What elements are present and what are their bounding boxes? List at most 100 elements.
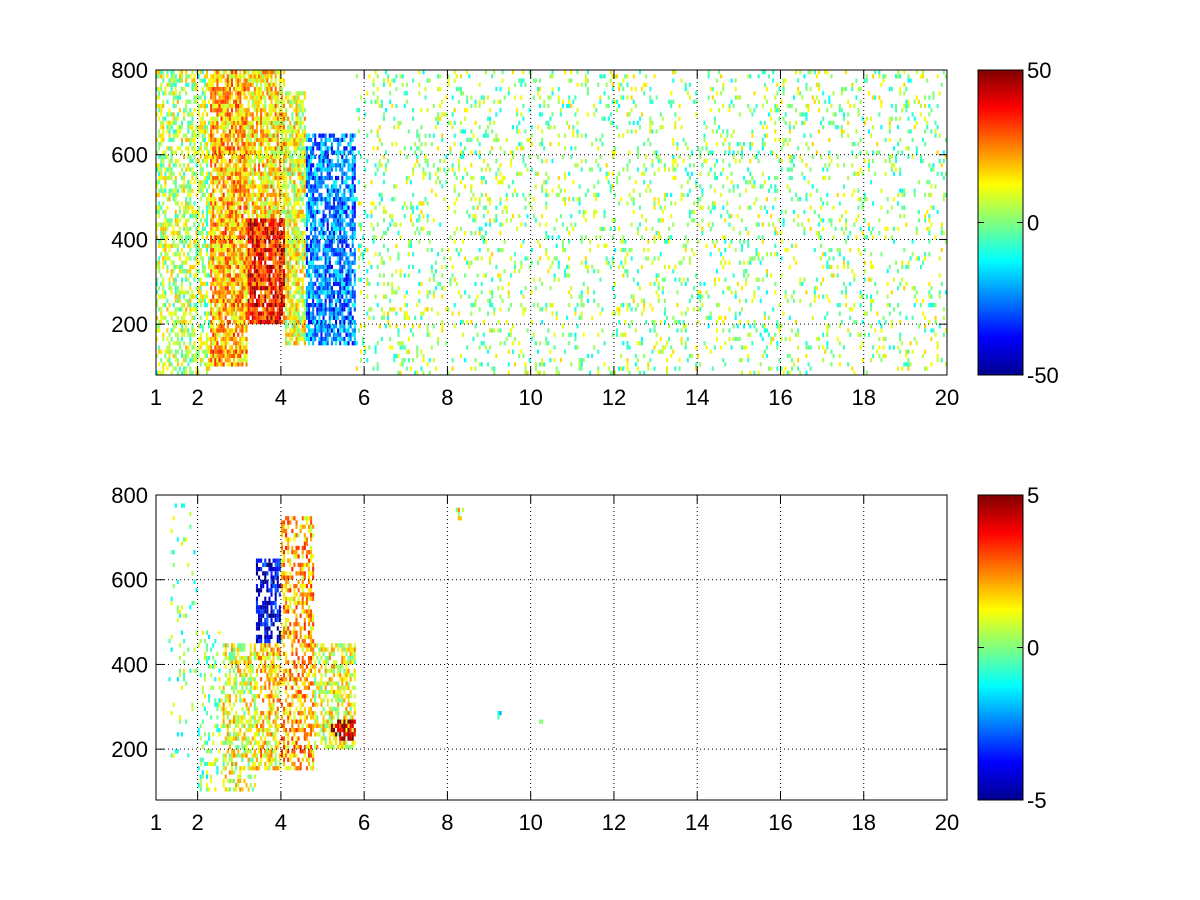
heatmap-cell	[326, 150, 329, 155]
heatmap-cell	[295, 120, 298, 126]
heatmap-cell	[264, 277, 267, 282]
heatmap-cell	[220, 319, 223, 325]
heatmap-cell	[230, 91, 234, 96]
heatmap-cell	[210, 205, 213, 210]
heatmap-cell	[262, 103, 265, 109]
heatmap-cell	[285, 273, 288, 278]
heatmap-cell	[426, 362, 429, 367]
heatmap-cell	[241, 269, 244, 274]
heatmap-cell	[191, 307, 194, 312]
heatmap-cell	[268, 222, 271, 227]
heatmap-cell	[389, 91, 392, 96]
heatmap-cell	[303, 167, 306, 172]
heatmap-cell	[235, 154, 238, 159]
heatmap-cell	[289, 180, 292, 185]
heatmap-cell	[235, 188, 238, 193]
heatmap-cell	[208, 86, 211, 92]
heatmap-cell	[170, 269, 173, 274]
heatmap-cell	[264, 218, 267, 223]
heatmap-cell	[270, 95, 273, 100]
heatmap-cell	[251, 205, 254, 210]
heatmap-cell	[470, 175, 473, 181]
heatmap-cell	[264, 281, 267, 287]
heatmap-cell	[303, 184, 306, 189]
heatmap-cell	[382, 205, 385, 210]
heatmap-cell	[222, 142, 225, 147]
heatmap-cell	[239, 362, 242, 367]
heatmap-cell	[434, 171, 438, 176]
heatmap-cell	[245, 180, 248, 185]
heatmap-cell	[312, 281, 315, 287]
heatmap-cell	[201, 103, 204, 109]
heatmap-cell	[260, 82, 263, 87]
heatmap-cell	[235, 256, 238, 261]
heatmap-cell	[287, 269, 290, 274]
heatmap-cell	[322, 273, 325, 278]
heatmap-cell	[251, 239, 254, 244]
heatmap-cell	[241, 86, 244, 92]
heatmap-cell	[166, 146, 169, 151]
heatmap-cell	[391, 218, 394, 223]
heatmap-cell	[289, 260, 292, 265]
heatmap-cell	[193, 264, 196, 270]
heatmap-cell	[328, 302, 331, 308]
heatmap-cell	[160, 188, 163, 193]
heatmap-cell	[178, 256, 181, 261]
heatmap-cell	[314, 290, 317, 295]
heatmap-cell	[243, 167, 246, 172]
heatmap-cell	[351, 188, 354, 193]
heatmap-cell	[403, 302, 406, 308]
heatmap-cell	[337, 239, 340, 244]
heatmap-cell	[349, 188, 352, 193]
heatmap-cell	[328, 230, 331, 236]
heatmap-cell	[247, 175, 250, 181]
heatmap-cell	[301, 188, 304, 193]
heatmap-cell	[230, 264, 234, 270]
heatmap-cell	[243, 290, 246, 295]
heatmap-cell	[316, 328, 319, 333]
heatmap-cell	[262, 192, 265, 198]
heatmap-cell	[180, 188, 184, 193]
heatmap-cell	[210, 319, 213, 325]
heatmap-cell	[218, 78, 221, 83]
heatmap-cell	[335, 163, 338, 168]
heatmap-cell	[289, 171, 292, 176]
heatmap-cell	[330, 205, 333, 210]
heatmap-cell	[160, 108, 163, 113]
heatmap-cell	[230, 112, 234, 117]
heatmap-cell	[282, 311, 286, 316]
heatmap-cell	[214, 256, 217, 261]
heatmap-cell	[203, 311, 206, 316]
heatmap-cell	[326, 307, 329, 312]
heatmap-cell	[260, 243, 263, 248]
heatmap-cell	[370, 222, 373, 227]
heatmap-cell	[199, 252, 202, 257]
heatmap-cell	[341, 197, 344, 202]
heatmap-cell	[272, 175, 275, 181]
heatmap-cell	[339, 230, 342, 236]
heatmap-cell	[245, 269, 248, 274]
heatmap-cell	[170, 311, 173, 316]
heatmap-cell	[160, 171, 163, 176]
heatmap-cell	[289, 158, 292, 164]
heatmap-cell	[472, 218, 475, 223]
heatmap-cell	[258, 154, 261, 159]
heatmap-cell	[191, 78, 194, 83]
heatmap-cell	[233, 201, 236, 206]
heatmap-cell	[453, 201, 456, 206]
heatmap-cell	[282, 315, 286, 320]
heatmap-cell	[224, 112, 227, 117]
heatmap-cell	[264, 188, 267, 193]
heatmap-cell	[337, 256, 340, 261]
heatmap-cell	[224, 264, 227, 270]
heatmap-cell	[272, 116, 275, 121]
heatmap-cell	[212, 247, 215, 253]
heatmap-cell	[255, 197, 258, 202]
heatmap-cell	[328, 307, 331, 312]
heatmap-cell	[262, 226, 265, 231]
heatmap-cell	[245, 345, 248, 350]
heatmap-cell	[241, 218, 244, 223]
heatmap-cell	[262, 247, 265, 253]
heatmap-cell	[189, 332, 192, 337]
heatmap-cell	[260, 273, 263, 278]
